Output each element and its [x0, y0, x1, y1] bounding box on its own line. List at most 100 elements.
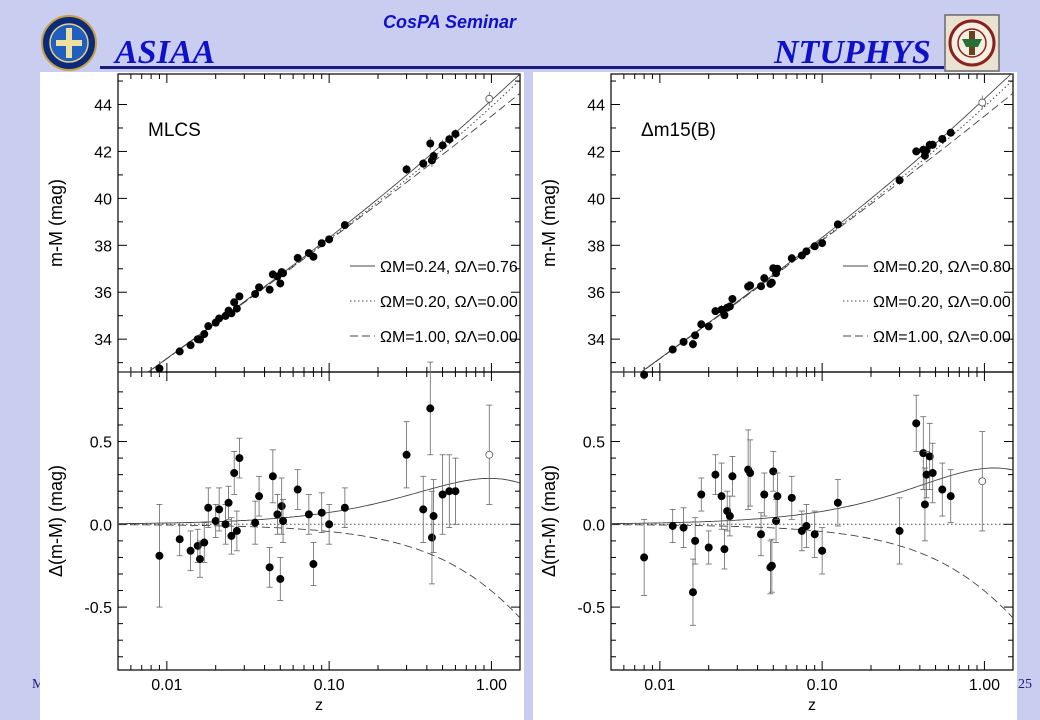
data-point-bottom: [679, 523, 688, 532]
data-point-bottom: [746, 468, 755, 477]
bottom-plot-frame: [610, 371, 1014, 671]
header-rule: [100, 66, 944, 69]
y-tick-label: 34: [94, 332, 112, 349]
data-point-bottom: [276, 574, 285, 583]
data-point-bottom: [978, 477, 987, 486]
model-curve-lambda-bottom: [118, 477, 521, 525]
data-point-bottom: [232, 526, 241, 535]
data-point-bottom: [767, 561, 776, 570]
y-tick-label: 0.5: [583, 435, 605, 452]
data-point-top: [195, 335, 204, 344]
panel-label: Δm15(B): [641, 120, 716, 141]
data-point-bottom: [797, 526, 806, 535]
y-tick-label: 38: [587, 238, 605, 255]
y-tick-label: 44: [94, 98, 112, 115]
data-point-bottom: [251, 518, 260, 527]
data-point-bottom: [221, 520, 230, 529]
data-point-bottom: [895, 526, 904, 535]
hubble-diagram-dm15: 0.01 0.10 1.00 z 34 36 38 40 42 44 m-M (mag) -0.5 0.…: [533, 72, 1017, 720]
model-curve-lambda-top: [118, 73, 521, 373]
hubble-chart-mlcs: 0.01 0.10 1.00 z 34 36 38 40 42 44 m-M (mag) -0.5 0.…: [46, 73, 521, 714]
data-point-bottom: [273, 510, 282, 519]
data-point-top: [895, 176, 904, 185]
y-tick-label: -0.5: [84, 600, 112, 617]
data-point-top: [760, 274, 769, 283]
data-point-top: [293, 253, 302, 262]
data-point-bottom: [756, 530, 765, 539]
bottom-plot-frame: [117, 371, 521, 671]
data-point-bottom: [402, 450, 411, 459]
data-point-top: [946, 128, 955, 137]
y-tick-label: 42: [587, 144, 605, 161]
y-tick-label: -0.5: [577, 600, 605, 617]
model-curve-open-top: [118, 79, 521, 373]
x-tick-label: 0.10: [314, 677, 345, 694]
legend-entry: ΩM=1.00, ΩΛ=0.00: [873, 329, 1011, 346]
data-point-bottom: [309, 560, 318, 569]
data-point-top: [402, 165, 411, 174]
y-tick-label: 44: [587, 98, 605, 115]
data-point-bottom: [200, 538, 209, 547]
data-point-bottom: [186, 546, 195, 555]
data-point-top: [912, 147, 921, 156]
data-point-bottom: [195, 555, 204, 564]
data-point-bottom: [224, 498, 233, 507]
data-point-top: [255, 283, 264, 292]
data-point-bottom: [704, 543, 713, 552]
data-point-bottom: [728, 472, 737, 481]
data-point-bottom: [773, 492, 782, 501]
data-point-top: [691, 331, 700, 340]
data-point-bottom: [769, 467, 778, 476]
y-tick-label: 38: [94, 238, 112, 255]
y-axis-label-top: m-M (mag): [46, 179, 66, 267]
legend-entry: ΩM=0.20, ΩΛ=0.00: [380, 294, 518, 311]
y-axis-label-top: m-M (mag): [539, 179, 559, 267]
y-tick-label: 42: [94, 144, 112, 161]
legend-entry: ΩM=0.20, ΩΛ=0.80: [873, 259, 1011, 276]
model-curve-flat_matter-bottom: [611, 524, 1014, 619]
data-point-top: [697, 320, 706, 329]
data-point-bottom: [772, 516, 781, 525]
hubble-diagram-mlcs: 0.01 0.10 1.00 z 34 36 38 40 42 44 m-M (mag) -0.5 0.…: [40, 72, 524, 720]
y-tick-label: 0.5: [90, 435, 112, 452]
data-point-top: [773, 264, 782, 273]
data-point-top: [704, 322, 713, 331]
data-point-top: [155, 364, 164, 373]
data-point-bottom: [810, 530, 819, 539]
data-point-bottom: [175, 535, 184, 544]
data-point-bottom: [818, 546, 827, 555]
x-tick-label: 1.00: [969, 677, 1000, 694]
model-curve-flat_matter-top: [118, 92, 521, 373]
data-point-top: [200, 330, 209, 339]
data-point-top: [928, 140, 937, 149]
data-point-top: [232, 304, 241, 313]
x-axis-label: z: [808, 697, 816, 714]
data-point-top: [438, 141, 447, 150]
data-point-top: [265, 285, 274, 294]
y-axis-label-bottom: Δ(m-M) (mag): [539, 465, 559, 577]
data-point-bottom: [833, 498, 842, 507]
data-point-top: [186, 341, 195, 350]
data-point-bottom: [235, 454, 244, 463]
data-point-bottom: [725, 512, 734, 521]
data-point-top: [317, 239, 326, 248]
y-tick-label: 40: [587, 191, 605, 208]
data-point-bottom: [155, 551, 164, 560]
data-point-bottom: [204, 503, 213, 512]
model-curve-open-top: [611, 79, 1014, 373]
data-point-bottom: [215, 505, 224, 514]
data-point-top: [426, 139, 435, 148]
ntu-emblem-icon: [944, 14, 1000, 72]
data-point-bottom: [717, 492, 726, 501]
data-point-top: [175, 347, 184, 356]
model-curve-lambda-bottom: [611, 467, 1014, 525]
data-point-top: [725, 302, 734, 311]
data-point-bottom: [265, 563, 274, 572]
y-tick-label: 36: [94, 285, 112, 302]
data-point-top: [688, 340, 697, 349]
data-point-top: [451, 129, 460, 138]
y-axis-label-bottom: Δ(m-M) (mag): [46, 465, 66, 577]
data-point-top: [227, 309, 236, 318]
data-point-bottom: [304, 510, 313, 519]
data-point-top: [204, 322, 213, 331]
